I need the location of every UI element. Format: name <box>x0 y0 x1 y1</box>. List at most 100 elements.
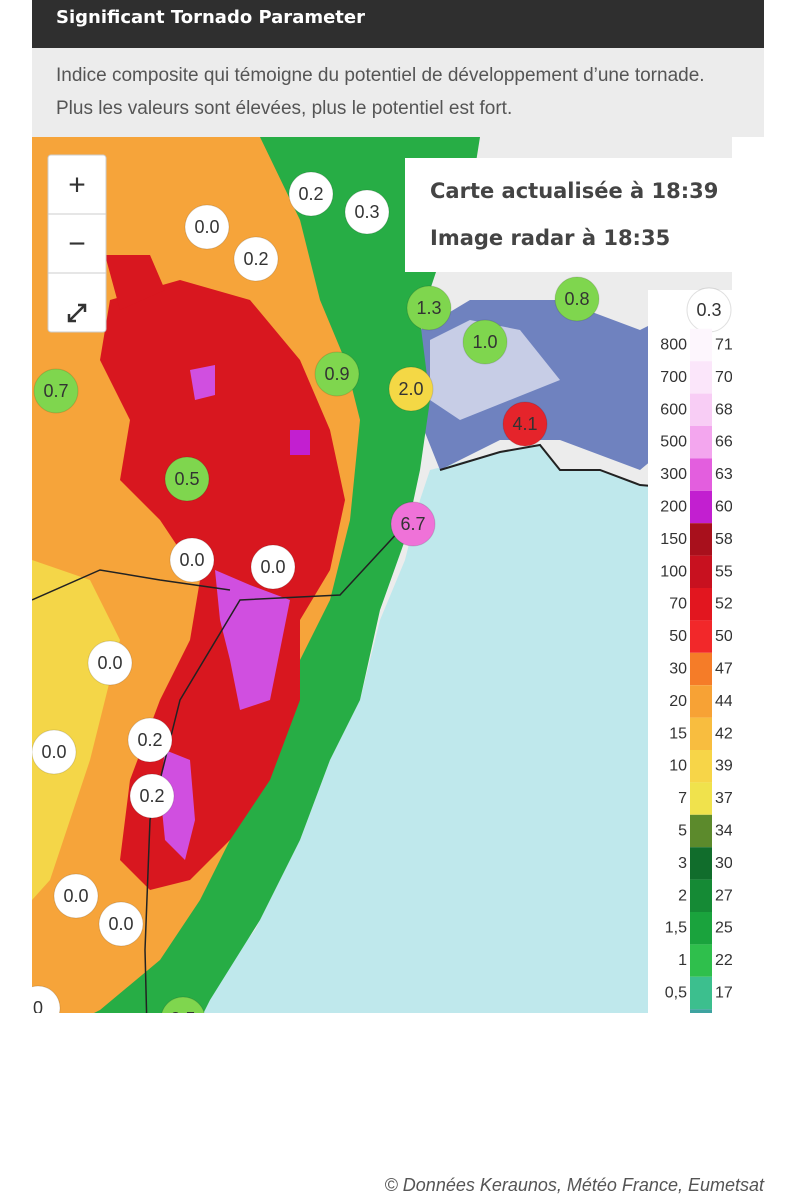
marker-label: 0.0 <box>260 557 285 577</box>
marker-label: 0.0 <box>57 1033 82 1053</box>
radar-map[interactable]: + − Carte actualisée à 18:39 Image radar… <box>32 137 764 1150</box>
marker-label: 6.7 <box>400 514 425 534</box>
marker-circle <box>129 773 175 819</box>
marker-label: 0.2 <box>243 249 268 269</box>
station-marker[interactable]: 0.2 <box>233 236 279 282</box>
legend-dbz: 27 <box>715 887 733 904</box>
station-marker[interactable]: 0.3 <box>686 287 732 333</box>
legend-rate: 30 <box>669 661 687 678</box>
legend-swatch <box>690 1074 712 1106</box>
legend-swatch <box>690 1042 712 1074</box>
legend-rate: 0,5 <box>665 985 687 1002</box>
station-marker[interactable]: 0.9 <box>314 351 360 397</box>
station-marker[interactable]: 4.1 <box>502 401 548 447</box>
legend-rate: 7 <box>678 790 687 807</box>
legend-swatch <box>690 523 712 556</box>
station-marker[interactable]: 1.0 <box>462 319 508 365</box>
logo-text: KERAUNOS <box>115 1056 275 1086</box>
logo-bolt <box>80 1055 96 1090</box>
station-marker[interactable]: 0.5 <box>161 996 205 1041</box>
station-marker[interactable]: 0.0 <box>48 1021 92 1065</box>
radar-time: Image radar à 18:35 <box>430 226 670 250</box>
info-box <box>405 158 732 272</box>
station-marker[interactable]: 0.0 <box>87 640 133 686</box>
legend-dbz: 25 <box>715 920 733 937</box>
zoom-in[interactable]: + <box>68 169 86 202</box>
marker-label: 0.7 <box>43 381 68 401</box>
station-marker[interactable]: 0.8 <box>554 276 600 322</box>
legend-dbz: 44 <box>715 693 733 710</box>
marker-label: 1.3 <box>416 298 441 318</box>
marker-label: 0.0 <box>194 217 219 237</box>
station-marker[interactable]: 2.0 <box>388 366 434 412</box>
marker-circle <box>48 1021 92 1065</box>
legend-swatch <box>690 847 712 880</box>
legend-swatch <box>690 944 712 977</box>
legend-swatch <box>690 555 712 588</box>
legend-dbz: 37 <box>715 790 733 807</box>
marker-label: 0.8 <box>564 289 589 309</box>
fullscreen-button[interactable] <box>67 303 87 323</box>
station-marker[interactable]: 0.0 <box>98 901 144 947</box>
zoom-out[interactable]: − <box>68 228 86 261</box>
legend-swatch <box>690 1009 712 1013</box>
legend-dbz: 52 <box>715 596 733 613</box>
legend-rate: 200 <box>660 499 687 516</box>
legend-rate: 0,2 <box>665 1049 687 1066</box>
description-box: Indice composite qui témoigne du potenti… <box>32 48 764 137</box>
marker-circle <box>164 456 210 502</box>
legend-rate: 5 <box>678 823 687 840</box>
station-marker[interactable]: 0.2 <box>129 773 175 819</box>
marker-label: 0.3 <box>696 300 721 320</box>
legend-swatch <box>690 879 712 912</box>
marker-label: 0.0 <box>41 742 66 762</box>
marker-label: 0.2 <box>137 730 162 750</box>
legend-swatch <box>690 458 712 491</box>
legend-rate: 20 <box>669 693 687 710</box>
legend-dbz: 11 <box>715 1049 732 1066</box>
station-marker[interactable]: 0.2 <box>127 717 173 763</box>
marker-circle <box>406 285 452 331</box>
border <box>144 529 401 1013</box>
legend-rate: 3 <box>678 855 687 872</box>
marker-circle <box>462 319 508 365</box>
legend-rate: 800 <box>660 337 687 354</box>
legend-dbz: 50 <box>715 628 733 645</box>
legend-swatch <box>690 782 712 815</box>
station-marker[interactable]: 6.7 <box>390 501 436 547</box>
station-marker[interactable]: 0.0 <box>53 873 99 919</box>
legend-dbz: 70 <box>715 369 733 386</box>
station-marker[interactable]: 1.3 <box>406 285 452 331</box>
marker-circle <box>250 544 296 590</box>
station-marker[interactable]: 0.0 <box>169 537 215 583</box>
marker-circle <box>32 729 77 775</box>
legend-dbz: 47 <box>715 661 733 678</box>
station-marker[interactable]: 0.0 <box>184 204 230 250</box>
station-marker[interactable]: 0 <box>32 985 61 1030</box>
legend-dbz: 55 <box>715 563 733 580</box>
station-marker[interactable]: 0.2 <box>288 171 334 217</box>
station-marker[interactable]: 0.0 <box>250 544 296 590</box>
station-marker[interactable]: 0.7 <box>33 368 79 414</box>
legend-rate: 15 <box>669 725 687 742</box>
marker-circle <box>288 171 334 217</box>
marker-circle <box>554 276 600 322</box>
legend-dbz: 17 <box>715 985 733 1002</box>
legend-rate: 10 <box>669 758 687 775</box>
sea <box>200 445 732 1013</box>
legend-dbz: 34 <box>715 823 733 840</box>
legend-rate-unit: mm/h <box>660 1120 700 1137</box>
station-marker[interactable]: 0.0 <box>32 729 77 775</box>
border <box>32 569 231 601</box>
station-marker[interactable]: 0.5 <box>164 456 210 502</box>
legend-rate: 100 <box>660 563 687 580</box>
zoom-panel <box>47 154 107 333</box>
legend-swatch <box>690 393 712 426</box>
station-marker[interactable]: 0.3 <box>344 189 390 235</box>
legend-dbz: 22 <box>715 952 733 969</box>
legend-dbz-unit: dBZ <box>703 1120 733 1137</box>
legend-rate: 600 <box>660 401 687 418</box>
marker-label: 0.0 <box>108 914 133 934</box>
legend-rate: 1,5 <box>665 920 687 937</box>
legend-rate: 300 <box>660 466 687 483</box>
